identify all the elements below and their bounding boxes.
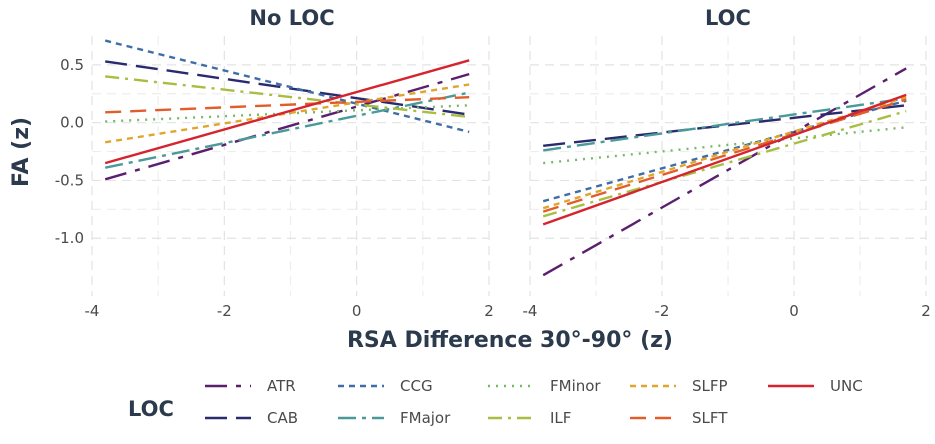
- legend-label-fminor: FMinor: [550, 377, 601, 395]
- series-line-ilf: [542, 109, 907, 218]
- x-tick-label: -4: [523, 302, 538, 320]
- legend-label-fmajor: FMajor: [400, 409, 451, 427]
- legend: ATR CAB CCG FMajor FMinor ILF SLFP SLFT UNC: [205, 377, 863, 427]
- y-tick-label: 0.0: [60, 114, 84, 132]
- legend-label-ilf: ILF: [550, 409, 571, 427]
- series-line-fmajor: [543, 97, 907, 152]
- legend-label-slfp: SLFP: [692, 377, 728, 395]
- series-line-unc: [542, 93, 907, 226]
- series-line-cab: [105, 60, 470, 116]
- series-line-unc: [104, 59, 470, 165]
- series-line-fminor: [543, 126, 907, 165]
- y-tick-label: -1.0: [55, 229, 84, 247]
- x-tick-label: 2: [921, 302, 931, 320]
- x-tick-label: 0: [789, 302, 799, 320]
- facet-title-loc: LOC: [705, 6, 751, 30]
- x-tick-label: -2: [655, 302, 670, 320]
- series-lines: [104, 39, 907, 277]
- legend-label-ccg: CCG: [400, 377, 433, 395]
- series-line-ilf: [105, 75, 470, 119]
- series-line-atr: [542, 67, 907, 277]
- x-tick-label: -2: [217, 302, 232, 320]
- legend-title: LOC: [128, 397, 174, 421]
- legend-label-slft: SLFT: [692, 409, 728, 427]
- x-tick-label: -4: [85, 302, 100, 320]
- axis-text: -4 -2 0 2 -1.0 -0.5 0.0 0.5 -4 -2 0 2: [55, 56, 931, 320]
- series-line-slft: [105, 96, 470, 114]
- grid-layer: [91, 36, 927, 296]
- series-line-ccg: [104, 39, 470, 134]
- legend-label-atr: ATR: [267, 377, 296, 395]
- x-axis-title: RSA Difference 30°-90° (z): [347, 328, 673, 353]
- series-line-slfp: [542, 96, 907, 210]
- y-axis-title: FA (z): [9, 117, 34, 187]
- series-line-slft: [542, 98, 907, 213]
- y-tick-label: 0.5: [60, 56, 84, 74]
- y-tick-label: -0.5: [55, 171, 84, 189]
- legend-label-cab: CAB: [267, 409, 298, 427]
- legend-label-unc: UNC: [830, 377, 863, 395]
- series-line-fmajor: [104, 91, 470, 169]
- x-tick-label: 0: [352, 302, 362, 320]
- series-line-ccg: [542, 99, 907, 203]
- x-tick-label: 2: [484, 302, 494, 320]
- series-line-atr: [104, 72, 470, 181]
- facet-title-no-loc: No LOC: [249, 6, 334, 30]
- series-line-slfp: [105, 83, 470, 144]
